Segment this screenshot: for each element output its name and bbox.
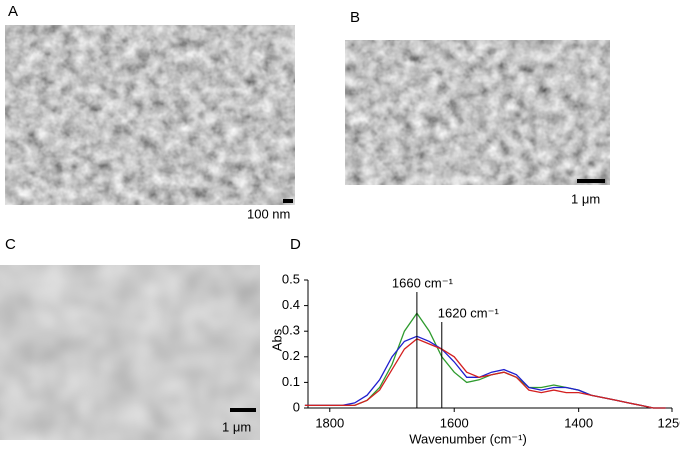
scale-bar	[283, 199, 293, 203]
scale-bar	[230, 408, 256, 412]
y-tick-label: 0.1	[282, 374, 300, 389]
x-tick-label: 1250	[658, 415, 680, 430]
panel-label: D	[290, 236, 301, 253]
micrograph	[345, 40, 610, 185]
y-tick-label: 0.3	[282, 323, 300, 338]
series-line	[304, 338, 666, 409]
x-tick-label: 1400	[564, 415, 593, 430]
x-axis-label: Wavenumber (cm⁻¹)	[409, 431, 527, 446]
y-tick-label: 0	[293, 399, 300, 414]
scale-bar	[577, 179, 605, 183]
annotation-label: 1660 cm⁻¹	[392, 275, 454, 290]
series-line	[304, 312, 666, 409]
y-tick-label: 0.2	[282, 348, 300, 363]
micrograph	[0, 265, 260, 440]
scale-label: 1 μm	[222, 419, 251, 434]
x-tick-label: 1800	[315, 415, 344, 430]
y-axis-label: Abs	[269, 328, 284, 351]
scale-label: 100 nm	[247, 206, 290, 221]
annotation-label: 1620 cm⁻¹	[438, 305, 500, 320]
x-tick-label: 1600	[440, 415, 469, 430]
panel-label: A	[8, 3, 18, 20]
panel-label: C	[5, 236, 16, 253]
y-tick-label: 0.4	[282, 297, 300, 312]
micrograph	[5, 25, 295, 205]
series-line	[304, 335, 666, 409]
y-tick-label: 0.5	[282, 271, 300, 286]
panel-label: B	[350, 9, 360, 26]
scale-label: 1 μm	[571, 191, 600, 206]
